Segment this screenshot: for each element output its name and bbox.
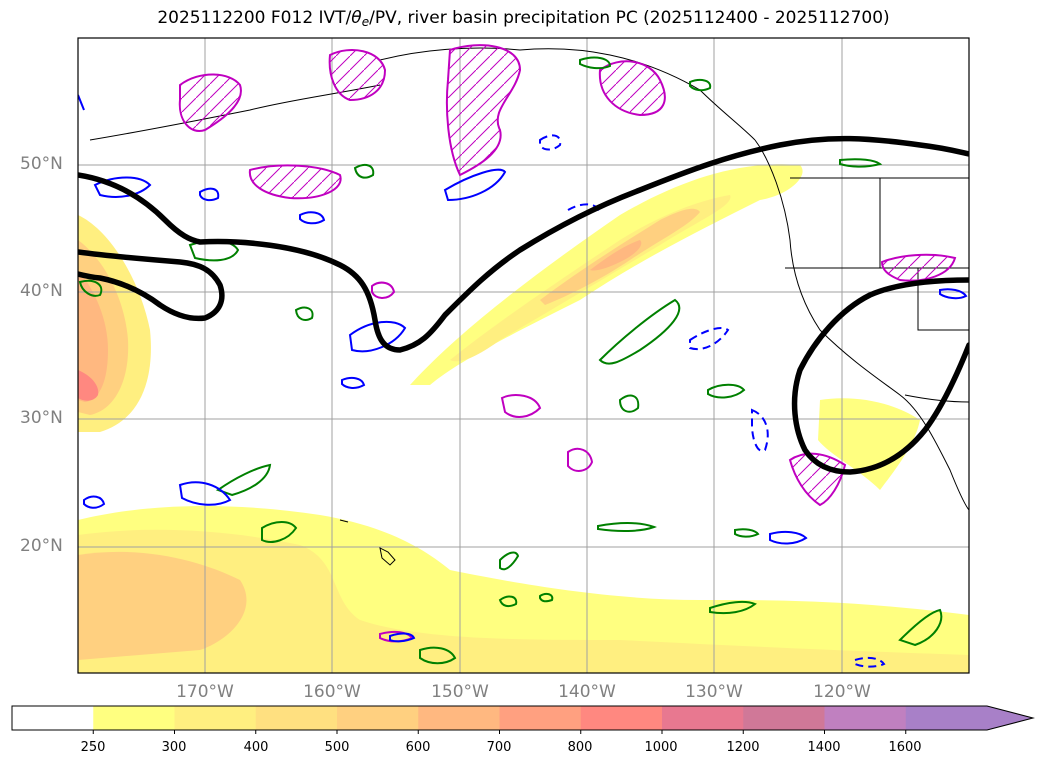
theta-e-contours bbox=[78, 94, 968, 668]
lon-label-150w: 150°W bbox=[431, 682, 489, 702]
colorbar-segment bbox=[418, 706, 500, 730]
colorbar-segment bbox=[337, 706, 419, 730]
colorbar-segment bbox=[255, 706, 338, 730]
lon-label-120w: 120°W bbox=[813, 682, 871, 702]
colorbar-segment bbox=[743, 706, 825, 730]
lat-label-40n: 40°N bbox=[20, 281, 63, 301]
colorbar-tick-label: 1400 bbox=[807, 740, 841, 755]
colorbar-tick-label: 800 bbox=[567, 740, 593, 755]
lat-label-30n: 30°N bbox=[20, 408, 63, 428]
colorbar-tick-label: 700 bbox=[486, 740, 512, 755]
plot-frame bbox=[77, 37, 970, 674]
lon-label-140w: 140°W bbox=[558, 682, 616, 702]
colorbar-tick-label: 250 bbox=[80, 740, 106, 755]
graticule bbox=[78, 38, 969, 673]
colorbar-tick-label: 1200 bbox=[726, 740, 760, 755]
colorbar-tick-label: 1600 bbox=[888, 740, 922, 755]
precipitation-regions bbox=[178, 44, 957, 643]
colorbar-tick-label: 300 bbox=[161, 740, 187, 755]
colorbar-segment bbox=[662, 706, 744, 730]
colorbar-segment bbox=[905, 706, 1033, 730]
coastlines bbox=[89, 47, 969, 566]
map-title: 2025112200 F012 IVT/θe/PV, river basin p… bbox=[157, 8, 890, 29]
lat-label-20n: 20°N bbox=[20, 536, 63, 556]
colorbar-segment bbox=[580, 706, 663, 730]
colorbar-tick-label: 1000 bbox=[644, 740, 678, 755]
lon-label-170w: 170°W bbox=[176, 682, 234, 702]
colorbar-segment bbox=[824, 706, 907, 730]
ivt-shading bbox=[78, 164, 969, 673]
lon-label-130w: 130°W bbox=[685, 682, 743, 702]
colorbar-segment bbox=[499, 706, 582, 730]
colorbar-segment bbox=[93, 706, 175, 730]
colorbar-tick-label: 500 bbox=[324, 740, 350, 755]
colorbar-segment bbox=[12, 706, 94, 730]
colorbar-tick-label: 400 bbox=[243, 740, 269, 755]
colorbar-segment bbox=[174, 706, 257, 730]
lat-label-50n: 50°N bbox=[20, 154, 63, 174]
colorbar-tick-label: 600 bbox=[405, 740, 431, 755]
ivt-contours bbox=[78, 135, 969, 475]
lon-label-160w: 160°W bbox=[303, 682, 361, 702]
